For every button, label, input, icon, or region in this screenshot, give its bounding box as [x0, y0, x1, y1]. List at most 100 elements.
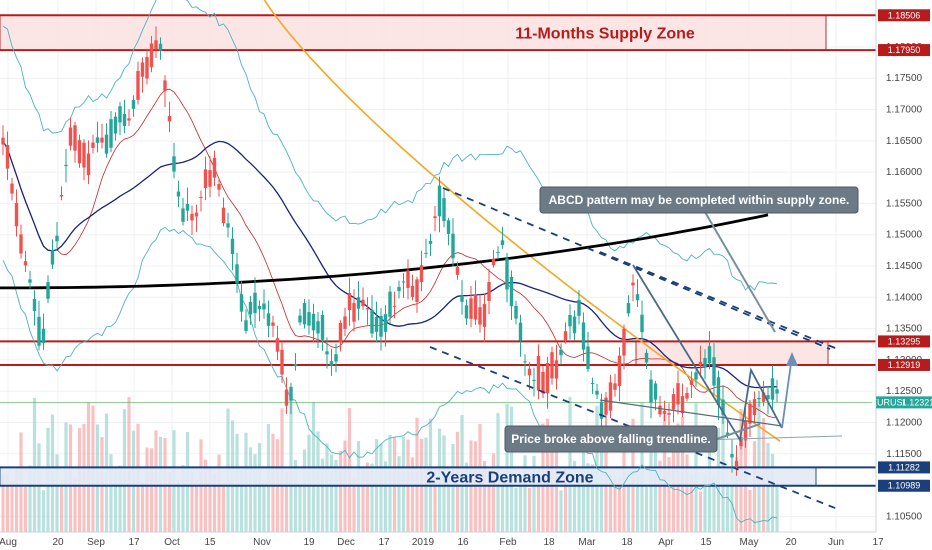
candle-body — [734, 460, 739, 468]
candle-body — [428, 240, 433, 244]
bollinger-basis-line — [2, 88, 777, 418]
time-tick-label: Oct — [164, 537, 180, 548]
candle-body — [113, 116, 118, 134]
volume-bar — [487, 483, 491, 532]
abcd-pattern-line — [632, 264, 783, 443]
candle-body — [721, 399, 725, 415]
candle-body — [581, 322, 586, 350]
candle-body — [685, 393, 689, 399]
volume-bar — [536, 467, 541, 532]
candle-body — [185, 203, 190, 211]
volume-bar — [302, 449, 307, 532]
candle-body — [365, 308, 370, 310]
candle-body — [698, 361, 703, 366]
candle-body — [28, 279, 32, 283]
volume-bar — [212, 474, 217, 532]
price-tag — [878, 461, 930, 474]
candle-body — [545, 362, 550, 394]
time-tick-label: 19 — [303, 537, 315, 548]
candle-body — [392, 305, 397, 307]
price-tick-label: 1.11500 — [886, 449, 922, 460]
price-tag — [878, 479, 930, 492]
candle-body — [703, 357, 707, 368]
candle-body — [190, 213, 194, 221]
price-tick-label: 1.12000 — [886, 417, 923, 428]
candle-body — [388, 291, 392, 317]
candle-body — [167, 115, 172, 122]
candle-body — [19, 234, 23, 254]
candle-body — [487, 281, 491, 301]
volume-bar — [284, 471, 289, 532]
candle-layer — [1, 26, 779, 476]
candle-body — [752, 399, 757, 416]
price-tick-label: 1.15000 — [886, 230, 923, 241]
volume-bar — [748, 489, 752, 532]
candle-body — [505, 258, 509, 290]
candle-body — [397, 287, 401, 292]
time-tick-label: 17 — [128, 537, 140, 548]
candle-body — [302, 303, 307, 325]
price-tag — [904, 396, 932, 409]
candle-body — [658, 405, 662, 415]
candle-body — [289, 386, 293, 401]
candle-body — [311, 313, 316, 331]
price-tag — [878, 9, 930, 22]
price-axis: 1.105001.110001.115001.120001.125001.130… — [871, 0, 932, 550]
candle-body — [217, 183, 221, 190]
price-tag — [878, 358, 930, 371]
projection-line — [699, 435, 843, 441]
candle-body — [316, 321, 320, 334]
volume-bar — [689, 474, 694, 532]
candle-body — [284, 389, 289, 406]
candle-body — [50, 250, 55, 265]
candle-body — [266, 313, 271, 326]
time-tick-label: Sep — [87, 537, 105, 548]
candle-body — [604, 397, 608, 415]
candle-body — [743, 420, 748, 441]
candle-body — [5, 145, 10, 169]
candle-body — [352, 303, 356, 322]
candle-body — [473, 294, 478, 320]
time-tick-label: Nov — [253, 537, 271, 548]
candle-body — [613, 383, 617, 390]
price-tick-label: 1.14500 — [886, 261, 923, 272]
volume-bar — [770, 453, 775, 532]
time-tick-label: 18 — [621, 537, 633, 548]
candle-body — [671, 394, 676, 410]
candle-body — [253, 292, 257, 314]
candle-body — [716, 377, 721, 406]
candle-body — [176, 191, 181, 197]
volume-bar — [572, 460, 577, 532]
time-tick-label: 18 — [543, 537, 555, 548]
volume-bar — [757, 400, 761, 532]
zone-label: 11-Months Supply Zone — [515, 26, 695, 43]
volume-bar — [298, 484, 302, 532]
candle-body — [212, 157, 217, 178]
candle-body — [194, 212, 199, 217]
price-tick-label: 1.15500 — [886, 198, 923, 209]
candle-body — [599, 401, 604, 419]
candle-body — [329, 361, 334, 366]
candle-body — [208, 170, 212, 187]
annotation-box[interactable] — [504, 425, 718, 453]
time-tick-label: 2019 — [412, 537, 435, 548]
candle-body — [424, 252, 428, 254]
volume-bar — [118, 465, 122, 532]
volume-bar — [248, 447, 253, 532]
volume-bar — [127, 397, 131, 532]
annotation-box[interactable] — [539, 186, 859, 214]
volume-bar — [55, 454, 59, 532]
candle-body — [496, 252, 500, 254]
price-tag-label: 1.17950 — [888, 45, 921, 55]
volume-bar — [59, 482, 64, 532]
candle-body — [109, 119, 113, 148]
volume-bar — [734, 457, 739, 532]
price-tick-label: 1.17000 — [886, 105, 923, 116]
volume-bar — [433, 480, 437, 532]
candle-body — [707, 346, 712, 364]
candle-body — [235, 264, 239, 284]
volume-bar — [23, 486, 28, 532]
volume-bar — [352, 478, 356, 532]
price-tick-label: 1.10500 — [886, 511, 923, 522]
volume-bar — [329, 454, 334, 532]
